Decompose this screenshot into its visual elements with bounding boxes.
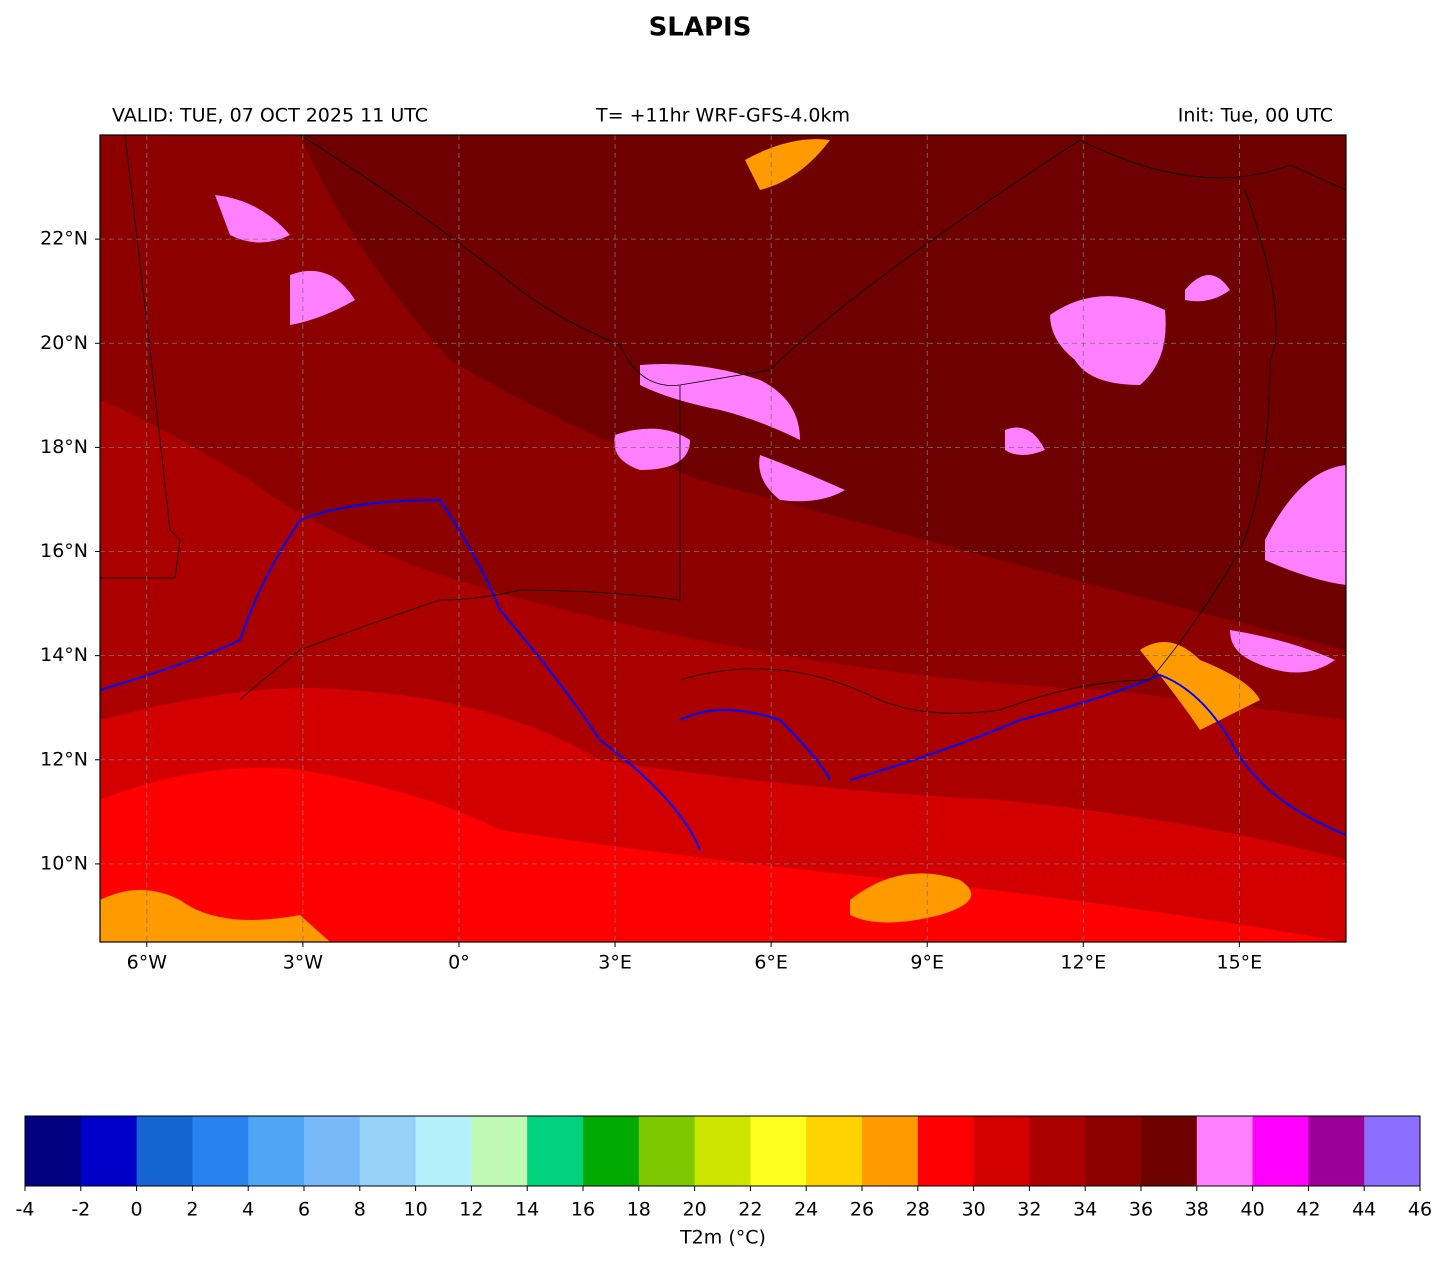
colorbar-tick-label: 22	[738, 1199, 762, 1221]
y-tick-label: 22°N	[40, 228, 88, 250]
y-tick-label: 14°N	[40, 644, 88, 666]
y-tick-label: 16°N	[40, 540, 88, 562]
colorbar-bin	[1141, 1116, 1198, 1186]
colorbar-tick-label: 24	[794, 1199, 818, 1221]
x-tick-label: 3°W	[283, 952, 324, 974]
colorbar-tick-label: 10	[404, 1199, 428, 1221]
x-tick-label: 3°E	[598, 952, 632, 974]
colorbar-bin	[862, 1116, 919, 1186]
colorbar-tick-label: 26	[850, 1199, 874, 1221]
colorbar-bin	[527, 1116, 584, 1186]
colorbar-tick-label: 18	[627, 1199, 651, 1221]
colorbar-bin	[248, 1116, 305, 1186]
colorbar-bin	[1085, 1116, 1142, 1186]
colorbar-bin	[973, 1116, 1030, 1186]
colorbar-tick-label: 6	[298, 1199, 310, 1221]
colorbar-bin	[750, 1116, 807, 1186]
map-frame	[99, 134, 1347, 943]
y-tick-label: 10°N	[40, 852, 88, 874]
colorbar-bin	[1364, 1116, 1421, 1186]
colorbar: -4 -2 0 2 4 6 8 10 12 14 16 18 20 22 24 26 28 30 32 34 36 38 4…	[16, 1115, 1432, 1221]
colorbar-bin	[1308, 1116, 1365, 1186]
header-right: Init: Tue, 00 UTC	[1178, 105, 1333, 127]
colorbar-bin	[917, 1116, 975, 1186]
colorbar-tick-label: 38	[1185, 1199, 1209, 1221]
colorbar-bin	[192, 1116, 249, 1186]
grid	[95, 135, 1346, 947]
colorbar-tick-label: 40	[1241, 1199, 1265, 1221]
header-center: T= +11hr WRF-GFS-4.0km	[595, 105, 850, 127]
colorbar-bin	[359, 1116, 417, 1186]
colorbar-tick-label: 16	[571, 1199, 595, 1221]
x-tick-label: 6°E	[754, 952, 788, 974]
colorbar-bin	[471, 1116, 528, 1186]
colorbar-tick-label: 0	[131, 1199, 143, 1221]
colorbar-tick-label: 34	[1073, 1199, 1097, 1221]
colorbar-tick-label: 30	[962, 1199, 986, 1221]
colorbar-bin	[694, 1116, 751, 1186]
colorbar-bin	[80, 1116, 138, 1186]
colorbar-tick-label: -2	[71, 1199, 90, 1221]
colorbar-tick-label: 2	[186, 1199, 198, 1221]
colorbar-bin	[1029, 1116, 1086, 1186]
colorbar-label: T2m (°C)	[679, 1227, 766, 1249]
x-tick-label: 6°W	[127, 952, 168, 974]
x-tick-label: 15°E	[1217, 952, 1263, 974]
colorbar-bin	[806, 1116, 863, 1186]
colorbar-tick-label: 14	[515, 1199, 539, 1221]
colorbar-bin	[136, 1116, 193, 1186]
colorbar-bin	[415, 1116, 472, 1186]
x-tick-label: 9°E	[910, 952, 944, 974]
y-tick-label: 12°N	[40, 748, 88, 770]
colorbar-tick-label: 32	[1017, 1199, 1041, 1221]
header-left: VALID: TUE, 07 OCT 2025 11 UTC	[112, 105, 428, 127]
colorbar-bin	[583, 1116, 640, 1186]
colorbar-tick-label: 4	[242, 1199, 254, 1221]
colorbar-tick-label: 36	[1129, 1199, 1153, 1221]
y-tick-label: 18°N	[40, 436, 88, 458]
y-tick-label: 20°N	[40, 332, 88, 354]
colorbar-tick-label: -4	[16, 1199, 35, 1221]
colorbar-frame	[24, 1115, 1421, 1187]
colorbar-tick-label: 28	[906, 1199, 930, 1221]
colorbar-tick-label: 12	[459, 1199, 483, 1221]
x-tick-label: 0°	[448, 952, 470, 974]
map-field	[100, 135, 1346, 942]
colorbar-bin	[304, 1116, 361, 1186]
colorbar-bin	[1196, 1116, 1254, 1186]
colorbar-tick-label: 46	[1408, 1199, 1432, 1221]
title: SLAPIS	[649, 13, 752, 43]
colorbar-tick-label: 42	[1296, 1199, 1320, 1221]
x-tick-label: 12°E	[1060, 952, 1106, 974]
colorbar-bin	[1252, 1116, 1309, 1186]
colorbar-tick-label: 8	[354, 1199, 366, 1221]
colorbar-bin	[25, 1116, 82, 1186]
colorbar-tick-label: 20	[683, 1199, 707, 1221]
colorbar-bin	[638, 1116, 696, 1186]
colorbar-tick-label: 44	[1352, 1199, 1376, 1221]
